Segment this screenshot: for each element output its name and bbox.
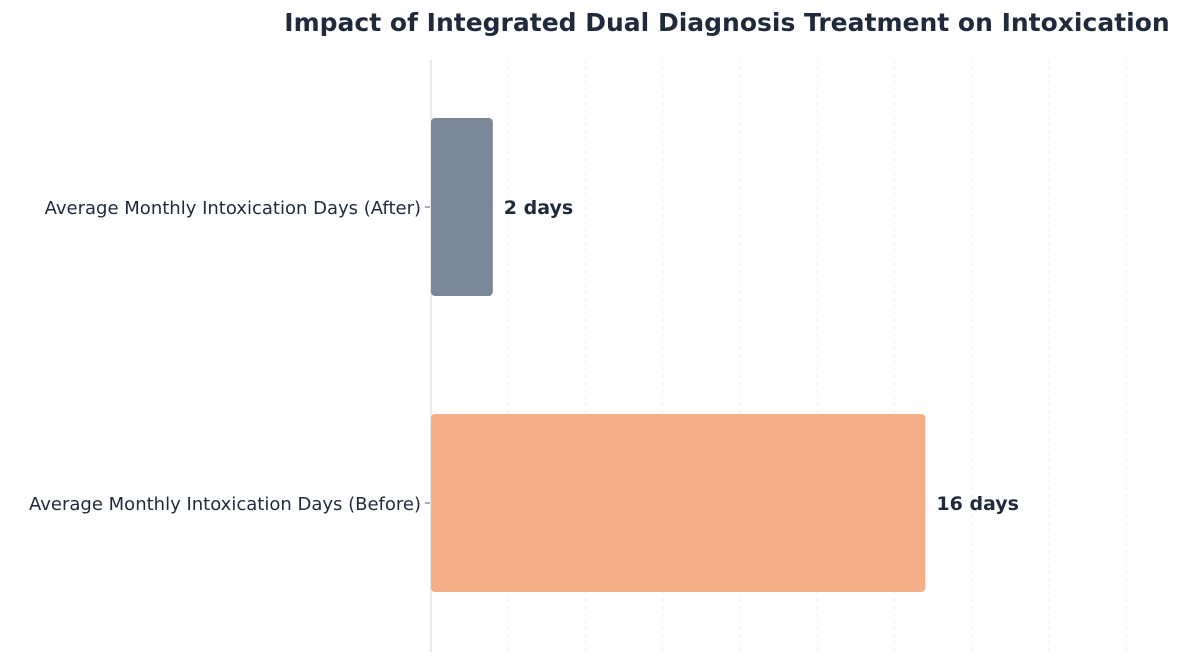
data-label: 16 days (936, 493, 1019, 515)
data-label: 2 days (504, 197, 573, 219)
category-label: Average Monthly Intoxication Days (After… (45, 198, 421, 219)
bar (431, 414, 926, 592)
category-label: Average Monthly Intoxication Days (Befor… (29, 494, 421, 515)
bar (431, 118, 493, 296)
bars: Average Monthly Intoxication Days (After… (29, 118, 1019, 592)
grid (507, 60, 1127, 652)
chart-title: Impact of Integrated Dual Diagnosis Trea… (284, 8, 1169, 37)
